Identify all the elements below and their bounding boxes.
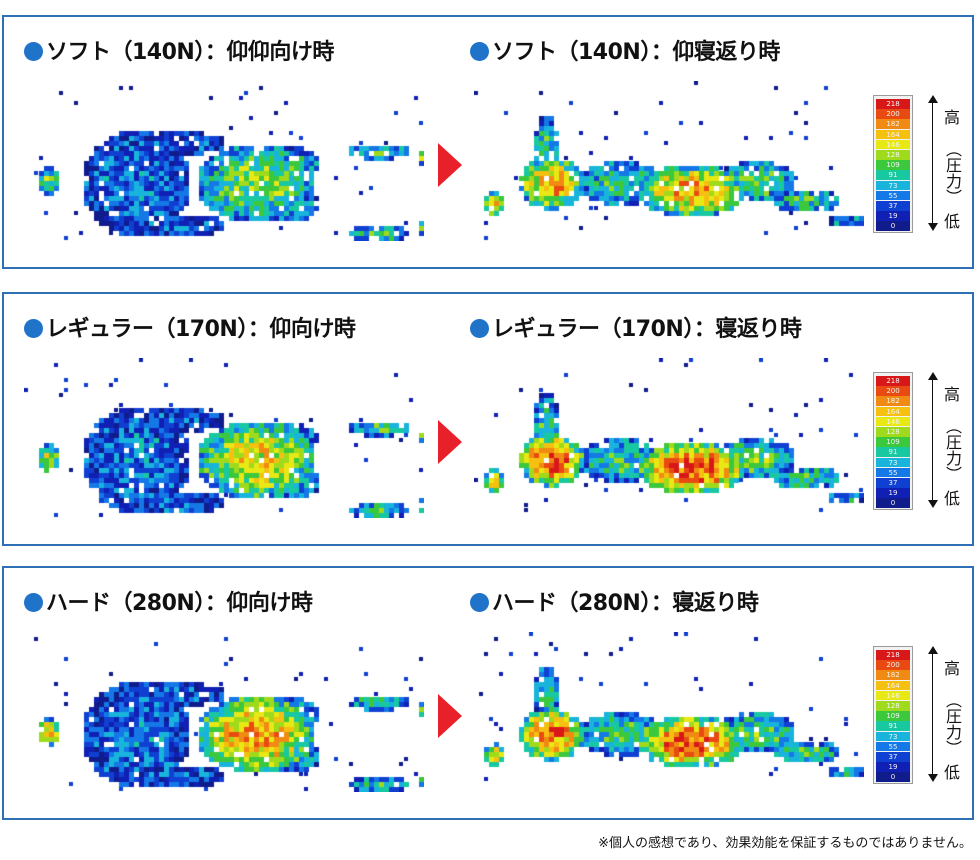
legend-cell: 55 xyxy=(876,190,910,201)
pressure-map-rollover xyxy=(474,81,864,241)
legend-cell: 200 xyxy=(876,109,910,119)
scale-mid-label: （圧力） xyxy=(943,418,962,482)
legend-cell: 37 xyxy=(876,201,910,211)
panel-title-right: ハード（280N）：寝返り時 xyxy=(470,590,759,618)
scale-high-label: 高 xyxy=(943,659,960,678)
scale-high-label: 高 xyxy=(943,385,960,404)
panel-title-left: レギュラー（170N）：仰向け時 xyxy=(24,316,356,344)
pressure-scale: 高 （圧力） 低 xyxy=(922,95,962,235)
arrow-down-icon xyxy=(928,500,938,508)
arrow-up-icon xyxy=(928,95,938,103)
scale-low-label: 低 xyxy=(943,763,960,782)
pressure-scale: 高 （圧力） 低 xyxy=(922,372,962,512)
arrow-down-icon xyxy=(928,223,938,231)
legend-cell: 91 xyxy=(876,170,910,180)
legend-cell: 128 xyxy=(876,150,910,160)
legend-cell: 182 xyxy=(876,119,910,129)
legend-cell: 164 xyxy=(876,680,910,691)
pressure-color-legend: 218 200 182 164 146 128 109 91 73 55 37 19 0 xyxy=(873,95,913,233)
arrow-up-icon xyxy=(928,372,938,380)
legend-cell: 146 xyxy=(876,690,910,701)
legend-cell: 55 xyxy=(876,741,910,752)
legend-cell: 146 xyxy=(876,416,910,427)
legend-cell: 182 xyxy=(876,396,910,406)
panel-title-right: ソフト（140N）：仰寝返り時 xyxy=(470,39,780,67)
legend-cell: 0 xyxy=(876,772,910,782)
legend-cell: 109 xyxy=(876,160,910,170)
legend-cell: 109 xyxy=(876,711,910,721)
pressure-map-rollover xyxy=(474,358,864,518)
legend-cell: 146 xyxy=(876,139,910,150)
arrow-right-icon xyxy=(438,420,462,464)
pressure-map-supine xyxy=(24,632,424,792)
legend-cell: 128 xyxy=(876,701,910,711)
pressure-scale: 高 （圧力） 低 xyxy=(922,646,962,786)
legend-cell: 55 xyxy=(876,467,910,478)
panel-soft: ソフト（140N）：仰仰向け時 ソフト（140N）：仰寝返り時 218 200 18… xyxy=(2,15,974,269)
legend-cell: 218 xyxy=(876,99,910,109)
legend-cell: 164 xyxy=(876,129,910,140)
legend-cell: 91 xyxy=(876,721,910,731)
scale-mid-label: （圧力） xyxy=(943,141,962,205)
legend-cell: 182 xyxy=(876,670,910,680)
arrow-down-icon xyxy=(928,774,938,782)
footnote: ※個人の感想であり、効果効能を保証するものではありません。 xyxy=(598,836,972,851)
legend-cell: 73 xyxy=(876,457,910,468)
panel-regular: レギュラー（170N）：仰向け時 レギュラー（170N）：寝返り時 218 200… xyxy=(2,292,974,546)
legend-cell: 218 xyxy=(876,376,910,386)
legend-cell: 19 xyxy=(876,762,910,772)
panel-title-left: ソフト（140N）：仰仰向け時 xyxy=(24,39,334,67)
legend-cell: 109 xyxy=(876,437,910,447)
legend-cell: 164 xyxy=(876,406,910,417)
legend-cell: 218 xyxy=(876,650,910,660)
pressure-map-supine xyxy=(24,81,424,241)
legend-cell: 37 xyxy=(876,478,910,488)
panel-title-left: ハード（280N）：仰向け時 xyxy=(24,590,313,618)
arrow-up-icon xyxy=(928,646,938,654)
legend-cell: 0 xyxy=(876,221,910,231)
legend-cell: 128 xyxy=(876,427,910,437)
bullet-icon xyxy=(24,319,43,338)
scale-mid-label: （圧力） xyxy=(943,692,962,756)
legend-cell: 37 xyxy=(876,752,910,762)
scale-low-label: 低 xyxy=(943,489,960,508)
bullet-icon xyxy=(24,593,43,612)
pressure-color-legend: 218 200 182 164 146 128 109 91 73 55 37 19 0 xyxy=(873,372,913,510)
legend-cell: 200 xyxy=(876,386,910,396)
pressure-color-legend: 218 200 182 164 146 128 109 91 73 55 37 19 0 xyxy=(873,646,913,784)
legend-cell: 200 xyxy=(876,660,910,670)
bullet-icon xyxy=(24,42,43,61)
legend-cell: 73 xyxy=(876,731,910,742)
pressure-map-supine xyxy=(24,358,424,518)
scale-high-label: 高 xyxy=(943,108,960,127)
legend-cell: 0 xyxy=(876,498,910,508)
arrow-right-icon xyxy=(438,143,462,187)
bullet-icon xyxy=(470,593,489,612)
bullet-icon xyxy=(470,42,489,61)
panel-hard: ハード（280N）：仰向け時 ハード（280N）：寝返り時 218 200 182 1… xyxy=(2,566,974,820)
legend-cell: 73 xyxy=(876,180,910,191)
bullet-icon xyxy=(470,319,489,338)
pressure-map-rollover xyxy=(474,632,864,792)
legend-cell: 19 xyxy=(876,211,910,221)
scale-low-label: 低 xyxy=(943,212,960,231)
legend-cell: 19 xyxy=(876,488,910,498)
panel-title-right: レギュラー（170N）：寝返り時 xyxy=(470,316,802,344)
arrow-right-icon xyxy=(438,694,462,738)
legend-cell: 91 xyxy=(876,447,910,457)
